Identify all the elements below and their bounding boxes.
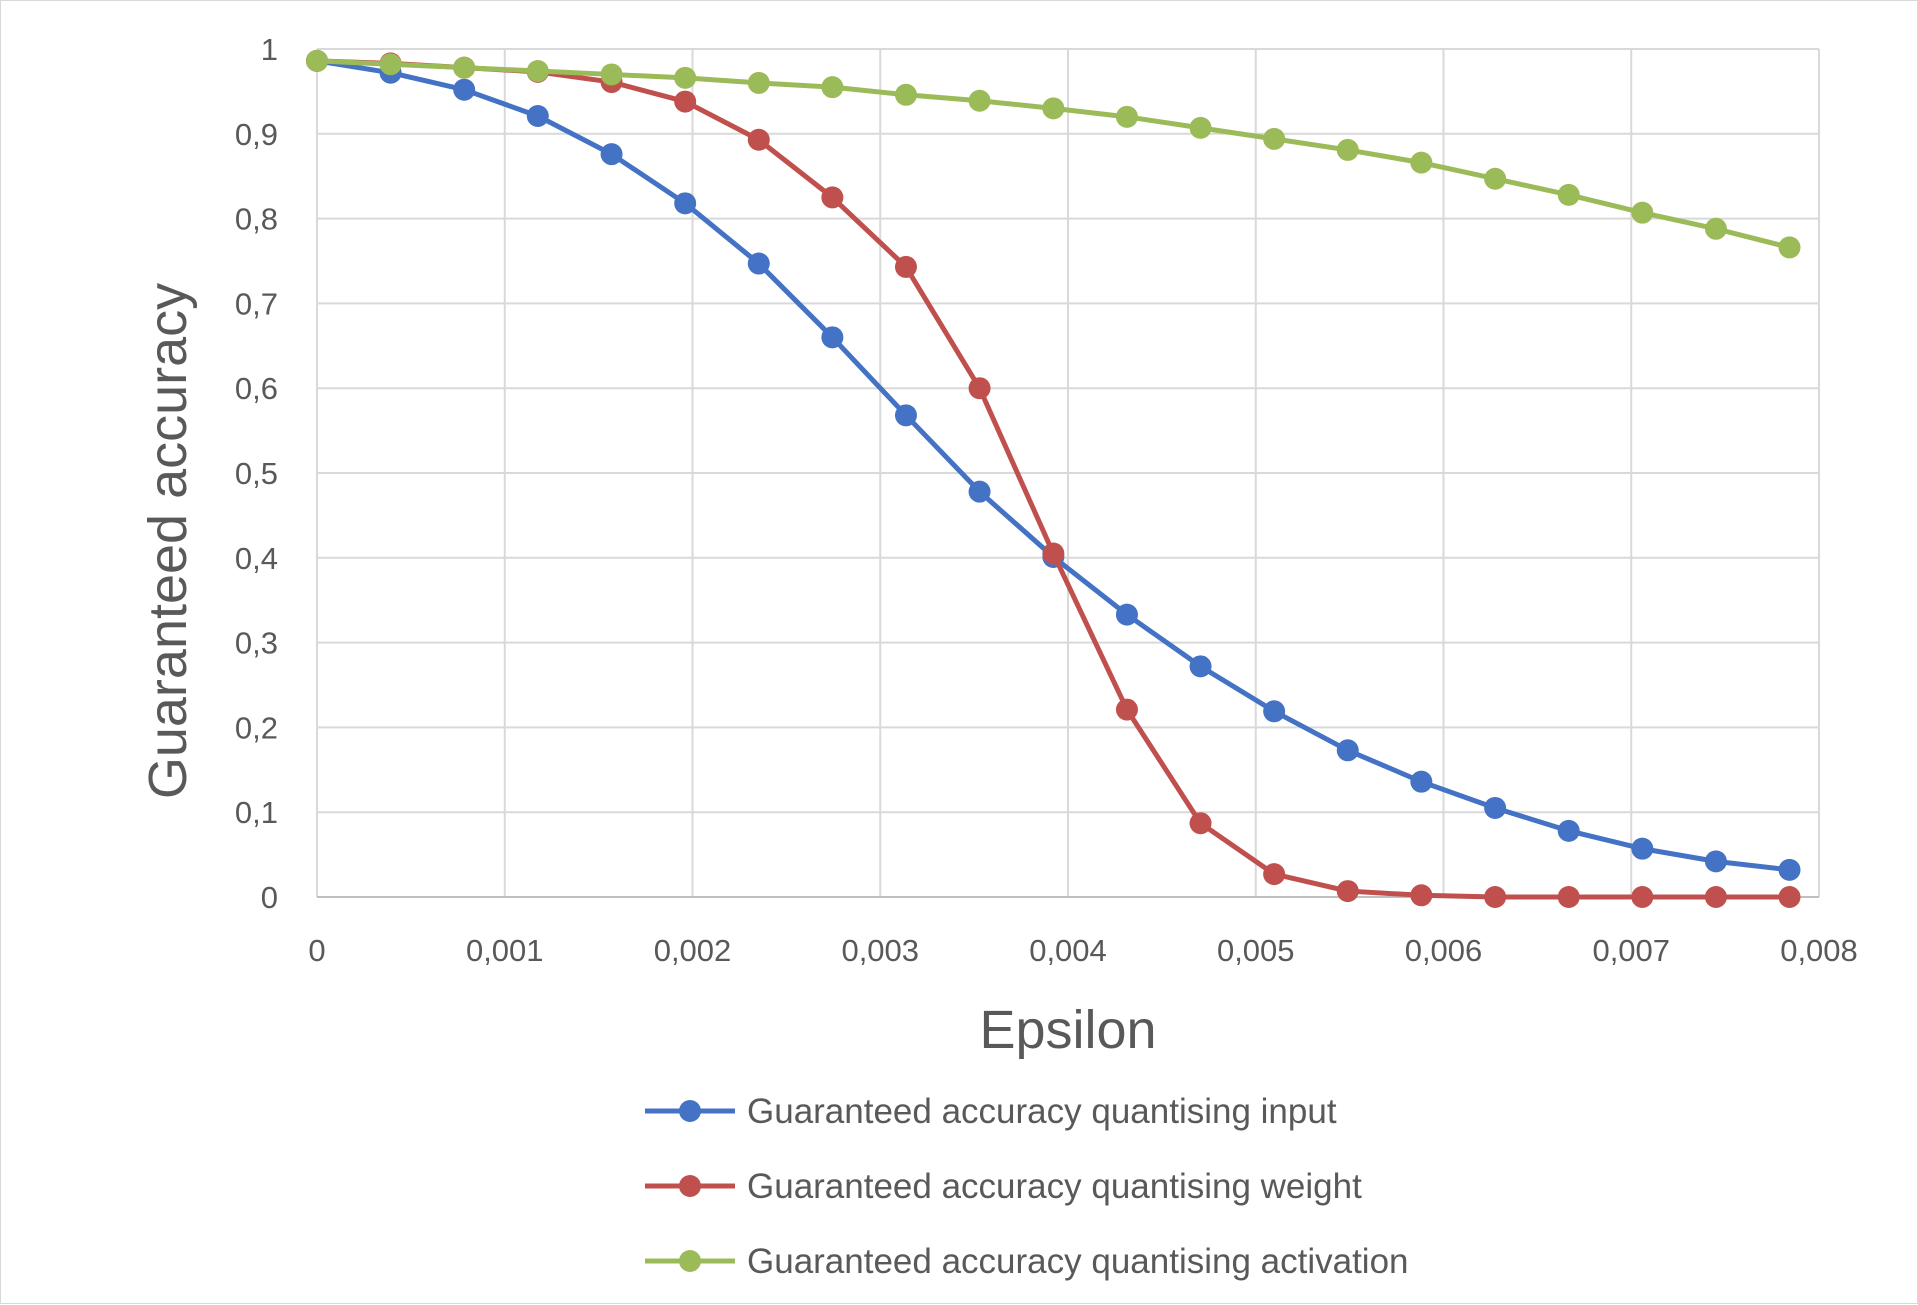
x-tick-label: 0,007 [1592, 933, 1670, 968]
legend-item: Guaranteed accuracy quantising weight [645, 1167, 1362, 1206]
x-tick-label: 0,004 [1029, 933, 1107, 968]
y-tick-label: 0,8 [235, 202, 278, 237]
data-point [1704, 886, 1727, 908]
data-point [1263, 700, 1286, 723]
series-1 [306, 49, 1801, 881]
x-tick-label: 0,001 [466, 933, 544, 968]
data-point [747, 71, 770, 94]
data-point [1704, 850, 1727, 873]
legend-item: Guaranteed accuracy quantising activatio… [645, 1242, 1409, 1281]
data-point [1336, 880, 1359, 903]
legend-marker [679, 1100, 701, 1122]
y-tick-label: 0,6 [235, 371, 278, 406]
data-point [1042, 97, 1065, 120]
data-point [600, 63, 623, 86]
data-point [453, 56, 476, 79]
data-point [1042, 542, 1065, 565]
data-point [1778, 236, 1801, 259]
legend-marker [679, 1175, 701, 1197]
data-point [1704, 217, 1727, 240]
data-point [821, 186, 844, 209]
data-point [1631, 837, 1654, 860]
y-tick-label: 0,3 [235, 626, 278, 661]
legend-label: Guaranteed accuracy quantising input [747, 1092, 1337, 1131]
data-point [1189, 655, 1212, 678]
data-point [453, 78, 476, 101]
data-point [894, 255, 917, 278]
data-point [1410, 151, 1433, 174]
x-tick-label: 0 [308, 933, 325, 968]
data-point [968, 480, 991, 503]
data-point [1189, 116, 1212, 139]
data-point [674, 192, 697, 215]
y-axis-title: Guaranteed accuracy [138, 283, 198, 799]
data-point [1778, 886, 1801, 908]
x-tick-label: 0,003 [841, 933, 919, 968]
y-axis-ticks: 0 0,1 0,2 0,3 0,4 0,5 0,6 0,7 0,8 0,9 1 [235, 32, 278, 915]
data-point [379, 53, 402, 76]
data-point [1484, 796, 1507, 819]
legend: Guaranteed accuracy quantising input Guar… [645, 1092, 1409, 1281]
y-tick-label: 0,4 [235, 541, 278, 576]
data-point [747, 252, 770, 275]
data-point [1557, 886, 1580, 908]
data-point [1631, 201, 1654, 224]
data-point [968, 377, 991, 400]
data-point [674, 90, 697, 113]
x-tick-label: 0,006 [1405, 933, 1483, 968]
data-point [1336, 739, 1359, 762]
data-point [1336, 138, 1359, 161]
legend-label: Guaranteed accuracy quantising activatio… [747, 1242, 1409, 1281]
series-line [316, 58, 1790, 873]
data-point [526, 104, 549, 127]
data-point [1263, 863, 1286, 886]
data-point [1557, 819, 1580, 842]
data-point [968, 89, 991, 112]
y-tick-label: 0,9 [235, 117, 278, 152]
data-point [1115, 698, 1138, 721]
data-point [1778, 858, 1801, 881]
data-point [306, 49, 328, 72]
series-3 [306, 49, 1801, 259]
series-group [306, 49, 1801, 908]
legend-label: Guaranteed accuracy quantising weight [747, 1167, 1362, 1206]
data-point [1484, 167, 1507, 190]
data-point [821, 326, 844, 349]
legend-marker [679, 1250, 701, 1272]
y-tick-label: 0,7 [235, 286, 278, 321]
data-point [894, 83, 917, 106]
data-point [747, 128, 770, 151]
data-point [1410, 884, 1433, 907]
data-point [526, 60, 549, 83]
y-tick-label: 1 [261, 32, 278, 67]
x-tick-label: 0,002 [654, 933, 732, 968]
x-tick-label: 0,005 [1217, 933, 1295, 968]
y-tick-label: 0,2 [235, 710, 278, 745]
data-point [600, 143, 623, 166]
x-axis-ticks: 0 0,001 0,002 0,003 0,004 0,005 0,006 0,007 0,00… [308, 933, 1857, 968]
data-point [1115, 105, 1138, 128]
x-axis-title: Epsilon [979, 1000, 1156, 1060]
data-point [894, 404, 917, 427]
series-2 [306, 49, 1801, 908]
data-point [1631, 886, 1654, 908]
data-point [1115, 603, 1138, 626]
data-point [674, 66, 697, 89]
data-point [1557, 183, 1580, 206]
legend-item: Guaranteed accuracy quantising input [645, 1092, 1337, 1131]
data-point [821, 76, 844, 99]
y-tick-label: 0,5 [235, 456, 278, 491]
data-point [1484, 886, 1507, 908]
y-tick-label: 0,1 [235, 795, 278, 830]
data-point [1189, 812, 1212, 835]
y-tick-label: 0 [261, 880, 278, 915]
data-point [1263, 127, 1286, 150]
data-point [1410, 770, 1433, 793]
gridlines [316, 48, 1820, 897]
x-tick-label: 0,008 [1780, 933, 1858, 968]
